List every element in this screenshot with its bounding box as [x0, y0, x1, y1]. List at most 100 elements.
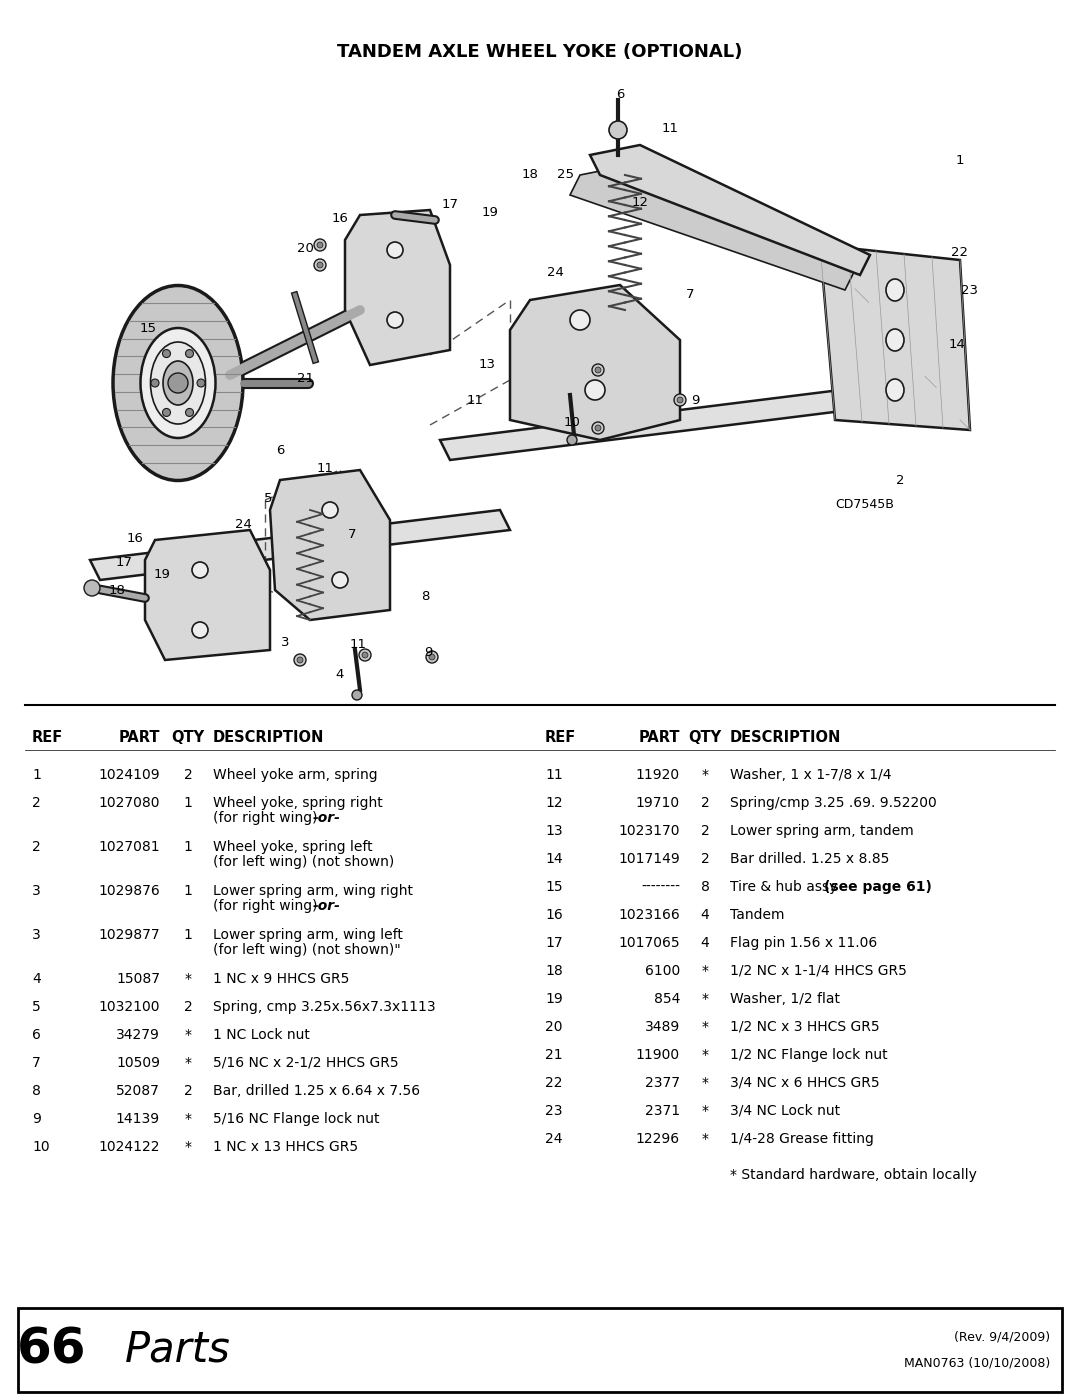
- Text: 4: 4: [701, 936, 710, 950]
- Polygon shape: [145, 529, 270, 659]
- Text: 1029876: 1029876: [98, 884, 160, 898]
- Circle shape: [359, 650, 372, 661]
- Text: 2: 2: [32, 840, 41, 854]
- Text: 4: 4: [701, 908, 710, 922]
- Circle shape: [197, 379, 205, 387]
- Text: *: *: [702, 768, 708, 782]
- Text: 7: 7: [32, 1056, 41, 1070]
- Text: 14: 14: [545, 852, 563, 866]
- Text: 17: 17: [442, 198, 459, 211]
- Text: 15: 15: [545, 880, 563, 894]
- Text: 15087: 15087: [116, 972, 160, 986]
- Text: 1 NC Lock nut: 1 NC Lock nut: [213, 1028, 310, 1042]
- Text: (Rev. 9/4/2009): (Rev. 9/4/2009): [954, 1330, 1050, 1344]
- Text: CD7545B: CD7545B: [835, 499, 894, 511]
- Circle shape: [426, 651, 438, 664]
- Text: 3/4 NC x 6 HHCS GR5: 3/4 NC x 6 HHCS GR5: [730, 1076, 879, 1090]
- Text: 20: 20: [297, 242, 313, 254]
- Circle shape: [332, 571, 348, 588]
- Text: 7: 7: [348, 528, 356, 542]
- Text: *: *: [702, 992, 708, 1006]
- Text: Lower spring arm, wing left: Lower spring arm, wing left: [213, 928, 403, 942]
- Text: 52087: 52087: [117, 1084, 160, 1098]
- Text: *: *: [702, 1020, 708, 1034]
- Bar: [18, 1308, 1062, 1391]
- Text: 24: 24: [546, 265, 564, 278]
- Text: 11: 11: [316, 461, 334, 475]
- Circle shape: [387, 242, 403, 258]
- Text: 2371: 2371: [645, 1104, 680, 1118]
- Polygon shape: [510, 285, 680, 440]
- Text: 8: 8: [421, 591, 429, 604]
- Circle shape: [192, 622, 208, 638]
- Text: --------: --------: [642, 880, 680, 894]
- Text: 11900: 11900: [636, 1048, 680, 1062]
- Text: Lower spring arm, tandem: Lower spring arm, tandem: [730, 824, 914, 838]
- Circle shape: [318, 242, 323, 249]
- Text: 23: 23: [545, 1104, 563, 1118]
- Text: 7: 7: [686, 289, 694, 302]
- Text: (for right wing): (for right wing): [213, 900, 322, 914]
- Text: *: *: [185, 1112, 191, 1126]
- Text: 34279: 34279: [117, 1028, 160, 1042]
- Text: 3: 3: [32, 928, 41, 942]
- Circle shape: [318, 263, 323, 268]
- Text: 2: 2: [32, 796, 41, 810]
- Polygon shape: [590, 145, 870, 275]
- Text: 10: 10: [32, 1140, 50, 1154]
- Text: 13: 13: [545, 824, 563, 838]
- Text: 10: 10: [564, 415, 580, 429]
- Ellipse shape: [150, 342, 205, 425]
- Text: 5/16 NC Flange lock nut: 5/16 NC Flange lock nut: [213, 1112, 379, 1126]
- Text: 2: 2: [701, 796, 710, 810]
- Text: 9: 9: [691, 394, 699, 407]
- Text: 3489: 3489: [645, 1020, 680, 1034]
- Circle shape: [387, 312, 403, 328]
- Text: 12: 12: [545, 796, 563, 810]
- Circle shape: [162, 349, 171, 358]
- Text: Parts: Parts: [125, 1329, 231, 1370]
- Text: Spring, cmp 3.25x.56x7.3x1113: Spring, cmp 3.25x.56x7.3x1113: [213, 1000, 435, 1014]
- Text: (for left wing) (not shown): (for left wing) (not shown): [213, 855, 394, 869]
- Circle shape: [592, 365, 604, 376]
- Text: (see page 61): (see page 61): [824, 880, 931, 894]
- Text: 8: 8: [701, 880, 710, 894]
- Text: REF: REF: [32, 731, 64, 746]
- Text: 2: 2: [701, 824, 710, 838]
- Text: 1023166: 1023166: [618, 908, 680, 922]
- Circle shape: [84, 580, 100, 597]
- Text: 24: 24: [545, 1132, 563, 1146]
- Text: PART: PART: [119, 731, 160, 746]
- Text: 1017065: 1017065: [619, 936, 680, 950]
- Circle shape: [567, 434, 577, 446]
- Text: 1032100: 1032100: [98, 1000, 160, 1014]
- Text: DESCRIPTION: DESCRIPTION: [213, 731, 324, 746]
- Text: 2: 2: [184, 1000, 192, 1014]
- Circle shape: [429, 654, 435, 659]
- Polygon shape: [90, 510, 510, 580]
- Circle shape: [595, 367, 600, 373]
- Text: 1029877: 1029877: [98, 928, 160, 942]
- Text: REF: REF: [545, 731, 577, 746]
- Ellipse shape: [886, 279, 904, 300]
- Circle shape: [186, 349, 193, 358]
- Circle shape: [192, 562, 208, 578]
- Text: 11: 11: [661, 122, 678, 134]
- Circle shape: [151, 379, 159, 387]
- Circle shape: [162, 408, 171, 416]
- Ellipse shape: [886, 330, 904, 351]
- Circle shape: [674, 394, 686, 407]
- Circle shape: [609, 122, 627, 138]
- Circle shape: [322, 502, 338, 518]
- Text: 1/4-28 Grease fitting: 1/4-28 Grease fitting: [730, 1132, 874, 1146]
- Text: 1024109: 1024109: [98, 768, 160, 782]
- Text: *: *: [185, 1056, 191, 1070]
- Text: 11: 11: [545, 768, 563, 782]
- Text: *: *: [702, 1132, 708, 1146]
- Text: 1: 1: [184, 928, 192, 942]
- Text: 66: 66: [17, 1326, 86, 1375]
- Text: 19: 19: [482, 207, 499, 219]
- Text: 1: 1: [184, 884, 192, 898]
- Text: 6: 6: [32, 1028, 41, 1042]
- Text: 4: 4: [32, 972, 41, 986]
